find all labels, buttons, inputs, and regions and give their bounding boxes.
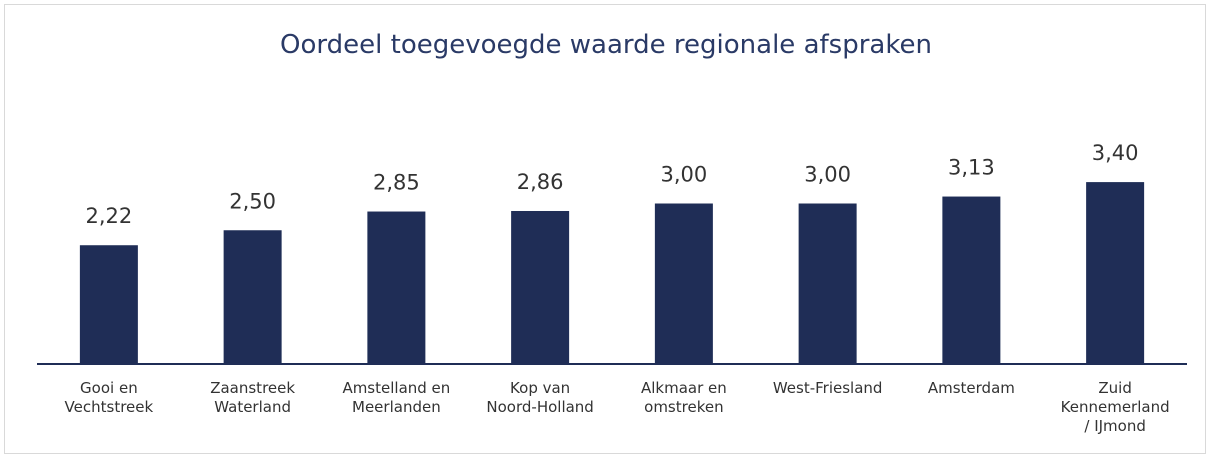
x-tick-label: Amsterdam <box>927 379 1015 397</box>
x-tick-label: Gooi en Vechtstreek <box>64 379 154 416</box>
value-label: 3,00 <box>804 163 851 187</box>
value-label: 2,86 <box>517 170 564 194</box>
value-label: 3,00 <box>660 163 707 187</box>
bar <box>223 230 282 364</box>
bar <box>367 211 426 364</box>
bar <box>942 196 1001 364</box>
value-label: 2,22 <box>85 204 132 228</box>
x-tick-label: Kop van Noord-Holland <box>486 379 594 416</box>
value-label: 3,13 <box>948 156 995 180</box>
x-tick-label: West-Friesland <box>772 379 883 397</box>
x-tick-label: Zuid Kennemerland / IJmond <box>1060 379 1170 435</box>
bar <box>798 203 857 364</box>
x-tick-label: Zaanstreek Waterland <box>210 379 296 416</box>
bar <box>1086 182 1145 364</box>
value-label: 2,85 <box>373 171 420 195</box>
value-label: 2,50 <box>229 189 276 213</box>
x-tick-label: Amstelland en Meerlanden <box>342 379 451 416</box>
chart-title: Oordeel toegevoegde waarde regionale afs… <box>280 30 932 60</box>
bar <box>79 245 138 364</box>
x-tick-label: Alkmaar en omstreken <box>640 379 727 416</box>
chart-frame <box>4 4 1206 454</box>
value-label: 3,40 <box>1092 141 1139 165</box>
bar <box>654 203 713 364</box>
bar <box>511 210 570 364</box>
